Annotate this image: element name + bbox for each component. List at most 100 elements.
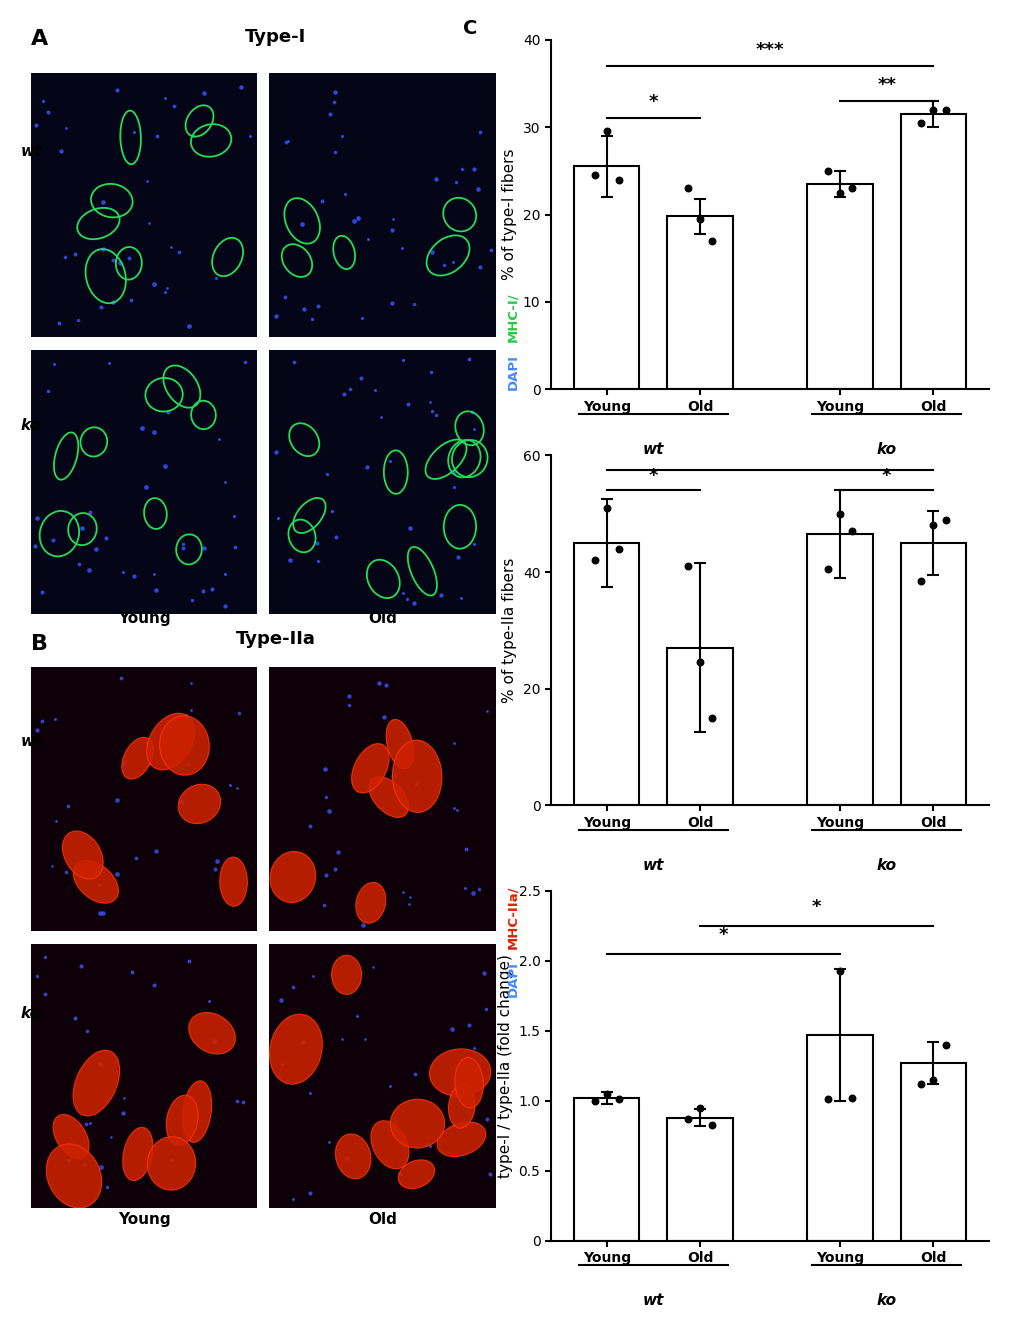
Ellipse shape (448, 1084, 475, 1129)
Bar (807, 535, 872, 805)
Ellipse shape (269, 1014, 322, 1084)
Text: B: B (31, 634, 48, 653)
Text: Type-IIa: Type-IIa (235, 630, 315, 648)
Point (844, 1088, 860, 1109)
Text: wt: wt (20, 734, 42, 750)
Point (936, 1035, 953, 1056)
Text: *: * (881, 466, 891, 484)
Point (610, 169, 627, 190)
Point (679, 1109, 695, 1130)
Point (598, 498, 614, 519)
Text: *: * (718, 927, 728, 944)
Ellipse shape (147, 713, 195, 770)
Ellipse shape (331, 956, 361, 994)
Point (610, 539, 627, 560)
Text: DAPI: DAPI (506, 354, 519, 391)
Ellipse shape (159, 715, 209, 775)
Ellipse shape (437, 1122, 485, 1156)
Bar (574, 543, 639, 805)
Text: D: D (463, 434, 479, 453)
Bar (574, 166, 639, 389)
Point (819, 160, 836, 181)
Point (598, 121, 614, 143)
Point (832, 960, 848, 981)
Text: Type-I: Type-I (245, 28, 306, 46)
Text: wt: wt (642, 858, 663, 873)
Text: Old: Old (368, 1212, 396, 1226)
Point (691, 1097, 707, 1118)
Ellipse shape (369, 776, 408, 817)
Text: ko: ko (875, 442, 896, 457)
Ellipse shape (166, 1096, 198, 1146)
Ellipse shape (178, 784, 220, 824)
Point (679, 556, 695, 577)
Point (691, 209, 707, 230)
Text: A: A (31, 29, 48, 49)
Bar (666, 1118, 732, 1241)
Point (912, 112, 928, 133)
Ellipse shape (147, 1137, 196, 1191)
Bar (900, 1063, 965, 1241)
Text: ko: ko (875, 1294, 896, 1308)
Ellipse shape (53, 1114, 89, 1159)
Bar (574, 1098, 639, 1241)
Ellipse shape (335, 1134, 371, 1179)
Ellipse shape (429, 1049, 490, 1097)
Point (912, 570, 928, 591)
Text: *: * (648, 94, 657, 111)
Text: E: E (463, 870, 476, 888)
Point (703, 708, 719, 729)
Text: *: * (648, 466, 657, 484)
Text: C: C (463, 18, 477, 37)
Bar (807, 183, 872, 389)
Ellipse shape (397, 1160, 434, 1188)
Text: ko: ko (875, 858, 896, 873)
Point (586, 1090, 602, 1111)
Point (924, 1069, 941, 1090)
Bar (900, 543, 965, 805)
Ellipse shape (371, 1121, 409, 1168)
Ellipse shape (219, 857, 247, 907)
Text: Old: Old (368, 611, 396, 626)
Text: **: ** (876, 75, 896, 94)
Ellipse shape (270, 851, 316, 903)
Ellipse shape (62, 832, 103, 879)
Text: wt: wt (642, 1294, 663, 1308)
Point (936, 510, 953, 531)
Point (598, 1084, 614, 1105)
Bar (900, 114, 965, 389)
Bar (666, 648, 732, 805)
Point (586, 165, 602, 186)
Text: DAPI: DAPI (506, 961, 519, 998)
Ellipse shape (386, 719, 414, 768)
Point (703, 230, 719, 251)
Point (832, 503, 848, 524)
Text: Young: Young (118, 1212, 171, 1226)
Text: MHC-I/: MHC-I/ (506, 292, 519, 342)
Bar (666, 216, 732, 389)
Ellipse shape (392, 741, 441, 813)
Ellipse shape (356, 883, 385, 923)
Point (819, 1089, 836, 1110)
Point (844, 520, 860, 541)
Text: ko: ko (20, 1006, 41, 1022)
Point (832, 182, 848, 203)
Ellipse shape (122, 1127, 153, 1180)
Point (679, 178, 695, 199)
Text: ko: ko (20, 417, 41, 433)
Bar (807, 1035, 872, 1241)
Point (819, 558, 836, 579)
Ellipse shape (352, 743, 388, 793)
Point (586, 549, 602, 570)
Point (844, 178, 860, 199)
Ellipse shape (73, 861, 118, 903)
Text: wt: wt (20, 144, 42, 160)
Ellipse shape (46, 1144, 102, 1208)
Y-axis label: type-I / type-IIa (fold change): type-I / type-IIa (fold change) (497, 954, 513, 1177)
Ellipse shape (73, 1051, 119, 1115)
Text: Young: Young (118, 611, 171, 626)
Point (691, 652, 707, 673)
Point (703, 1114, 719, 1135)
Text: MHC-IIa/: MHC-IIa/ (506, 886, 519, 949)
Ellipse shape (121, 738, 153, 779)
